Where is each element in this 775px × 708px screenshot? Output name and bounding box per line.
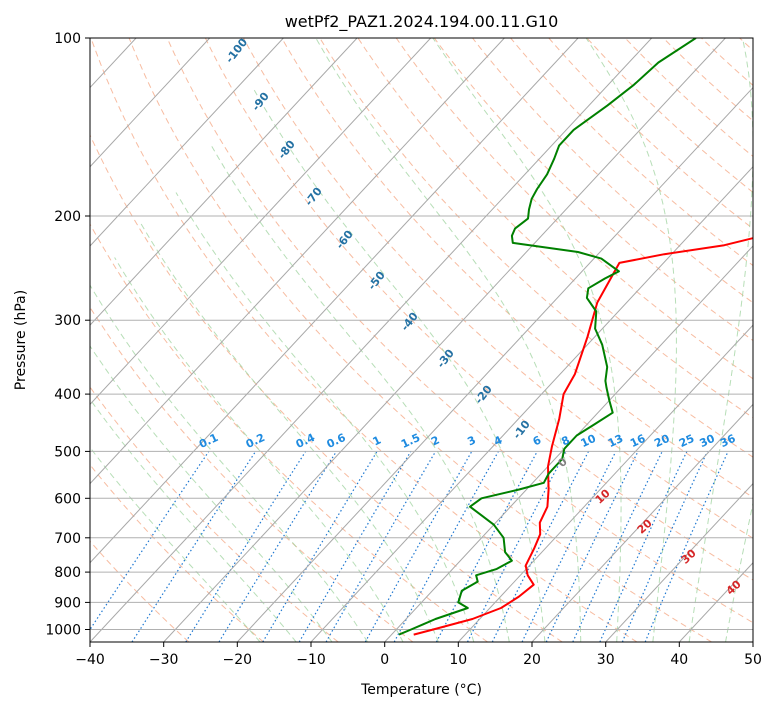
x-tick-label: 50	[744, 652, 762, 668]
isotherm-line	[90, 38, 358, 326]
isotherm-line	[457, 324, 753, 642]
mixing-ratio-line	[262, 451, 378, 642]
mixing-ratio-line	[521, 451, 617, 642]
series-line-1	[398, 38, 697, 636]
moist-adiabat-line	[175, 192, 475, 642]
x-tick-label: −30	[149, 652, 179, 668]
mixing-ratio-line	[218, 451, 337, 642]
moist-adiabat-line	[90, 345, 333, 642]
x-tick-label: 10	[449, 652, 467, 668]
isotherm-line	[384, 245, 753, 642]
x-tick-label: −40	[75, 652, 105, 668]
dry-adiabat-line	[243, 38, 753, 539]
mixing-ratio-label: 10	[579, 432, 599, 450]
y-tick-label: 200	[54, 209, 81, 225]
mixing-ratio-line	[545, 451, 639, 642]
isotherm-line	[90, 38, 432, 406]
mixing-ratio-line	[298, 451, 412, 642]
plot-frame	[89, 37, 754, 643]
isotherm-line	[531, 403, 753, 642]
moist-adiabat-line	[90, 284, 368, 642]
y-axis-label: Pressure (hPa)	[13, 290, 29, 390]
mixing-ratio-line	[185, 451, 307, 642]
x-tick-label: 40	[670, 652, 688, 668]
axes: −40 −30 −20 −10 0 10 20 30 40 50 100 200 300 400 500 60…	[45, 31, 762, 668]
mixing-ratio-label: 25	[677, 432, 696, 450]
isotherm-line	[90, 38, 579, 564]
dry-adiabat-line	[204, 38, 753, 581]
mixing-ratio-line	[599, 451, 688, 642]
moist-adiabat-line	[114, 257, 404, 642]
dry-adiabat-line	[128, 38, 712, 642]
mixing-ratio-line	[644, 451, 729, 642]
dry-adiabat-line	[624, 38, 753, 158]
y-tick-label: 100	[54, 31, 81, 47]
dry-adiabat-line	[357, 38, 753, 419]
isotherm-line	[90, 38, 653, 642]
moist-adiabat-line	[90, 398, 297, 642]
mixing-ratio-label: 13	[606, 432, 625, 450]
dry-adiabat-line	[90, 38, 638, 642]
y-tick-label: 400	[54, 387, 81, 403]
y-tick-label: 700	[54, 531, 81, 547]
isotherm-line	[605, 482, 753, 642]
isotherm-line	[236, 86, 753, 642]
isotherm-line	[310, 165, 753, 642]
dry-adiabat-line	[548, 38, 753, 230]
x-tick-label: 20	[523, 652, 541, 668]
mixing-ratio-label: 16	[628, 432, 648, 450]
dry-adiabat-line	[166, 38, 753, 624]
mixing-ratio-line	[393, 451, 499, 642]
mixing-ratio-line	[131, 451, 257, 642]
isotherm-line	[163, 38, 726, 642]
mixing-ratio-line	[364, 451, 473, 642]
dry-adiabat-line	[90, 133, 563, 642]
isotherm-line	[90, 38, 211, 168]
x-tick-label: −20	[223, 652, 253, 668]
series-line-0	[413, 237, 753, 636]
isotherm-line	[90, 38, 284, 247]
y-tick-label: 300	[54, 313, 81, 329]
y-tick-label: 1000	[45, 623, 81, 639]
series-lines	[398, 38, 753, 636]
mixing-ratio-label: 30	[698, 432, 718, 450]
dry-adiabat-line	[319, 38, 753, 458]
y-tick-label: 600	[54, 491, 81, 507]
dry-adiabat-line	[281, 38, 753, 498]
chart-title: wetPf2_PAZ1.2024.194.00.11.G10	[285, 12, 559, 32]
isotherm-line	[90, 38, 505, 485]
grid-lines	[90, 38, 753, 642]
dry-adiabat-line	[472, 38, 753, 304]
dry-adiabat-line	[586, 38, 753, 194]
y-tick-label: 900	[54, 595, 81, 611]
x-axis-label: Temperature (°C)	[360, 682, 482, 698]
mixing-ratio-line	[572, 451, 663, 642]
mixing-ratio-label: 36	[718, 432, 738, 450]
x-tick-label: 30	[597, 652, 615, 668]
dry-adiabat-line	[433, 38, 753, 342]
mixing-ratio-line	[325, 451, 437, 642]
x-tick-label: 0	[380, 652, 389, 668]
y-tick-label: 800	[54, 565, 81, 581]
mixing-ratio-label: 20	[652, 432, 672, 450]
x-tick-label: −10	[296, 652, 326, 668]
dry-adiabat-line	[90, 386, 339, 642]
y-tick-label: 500	[54, 444, 81, 460]
